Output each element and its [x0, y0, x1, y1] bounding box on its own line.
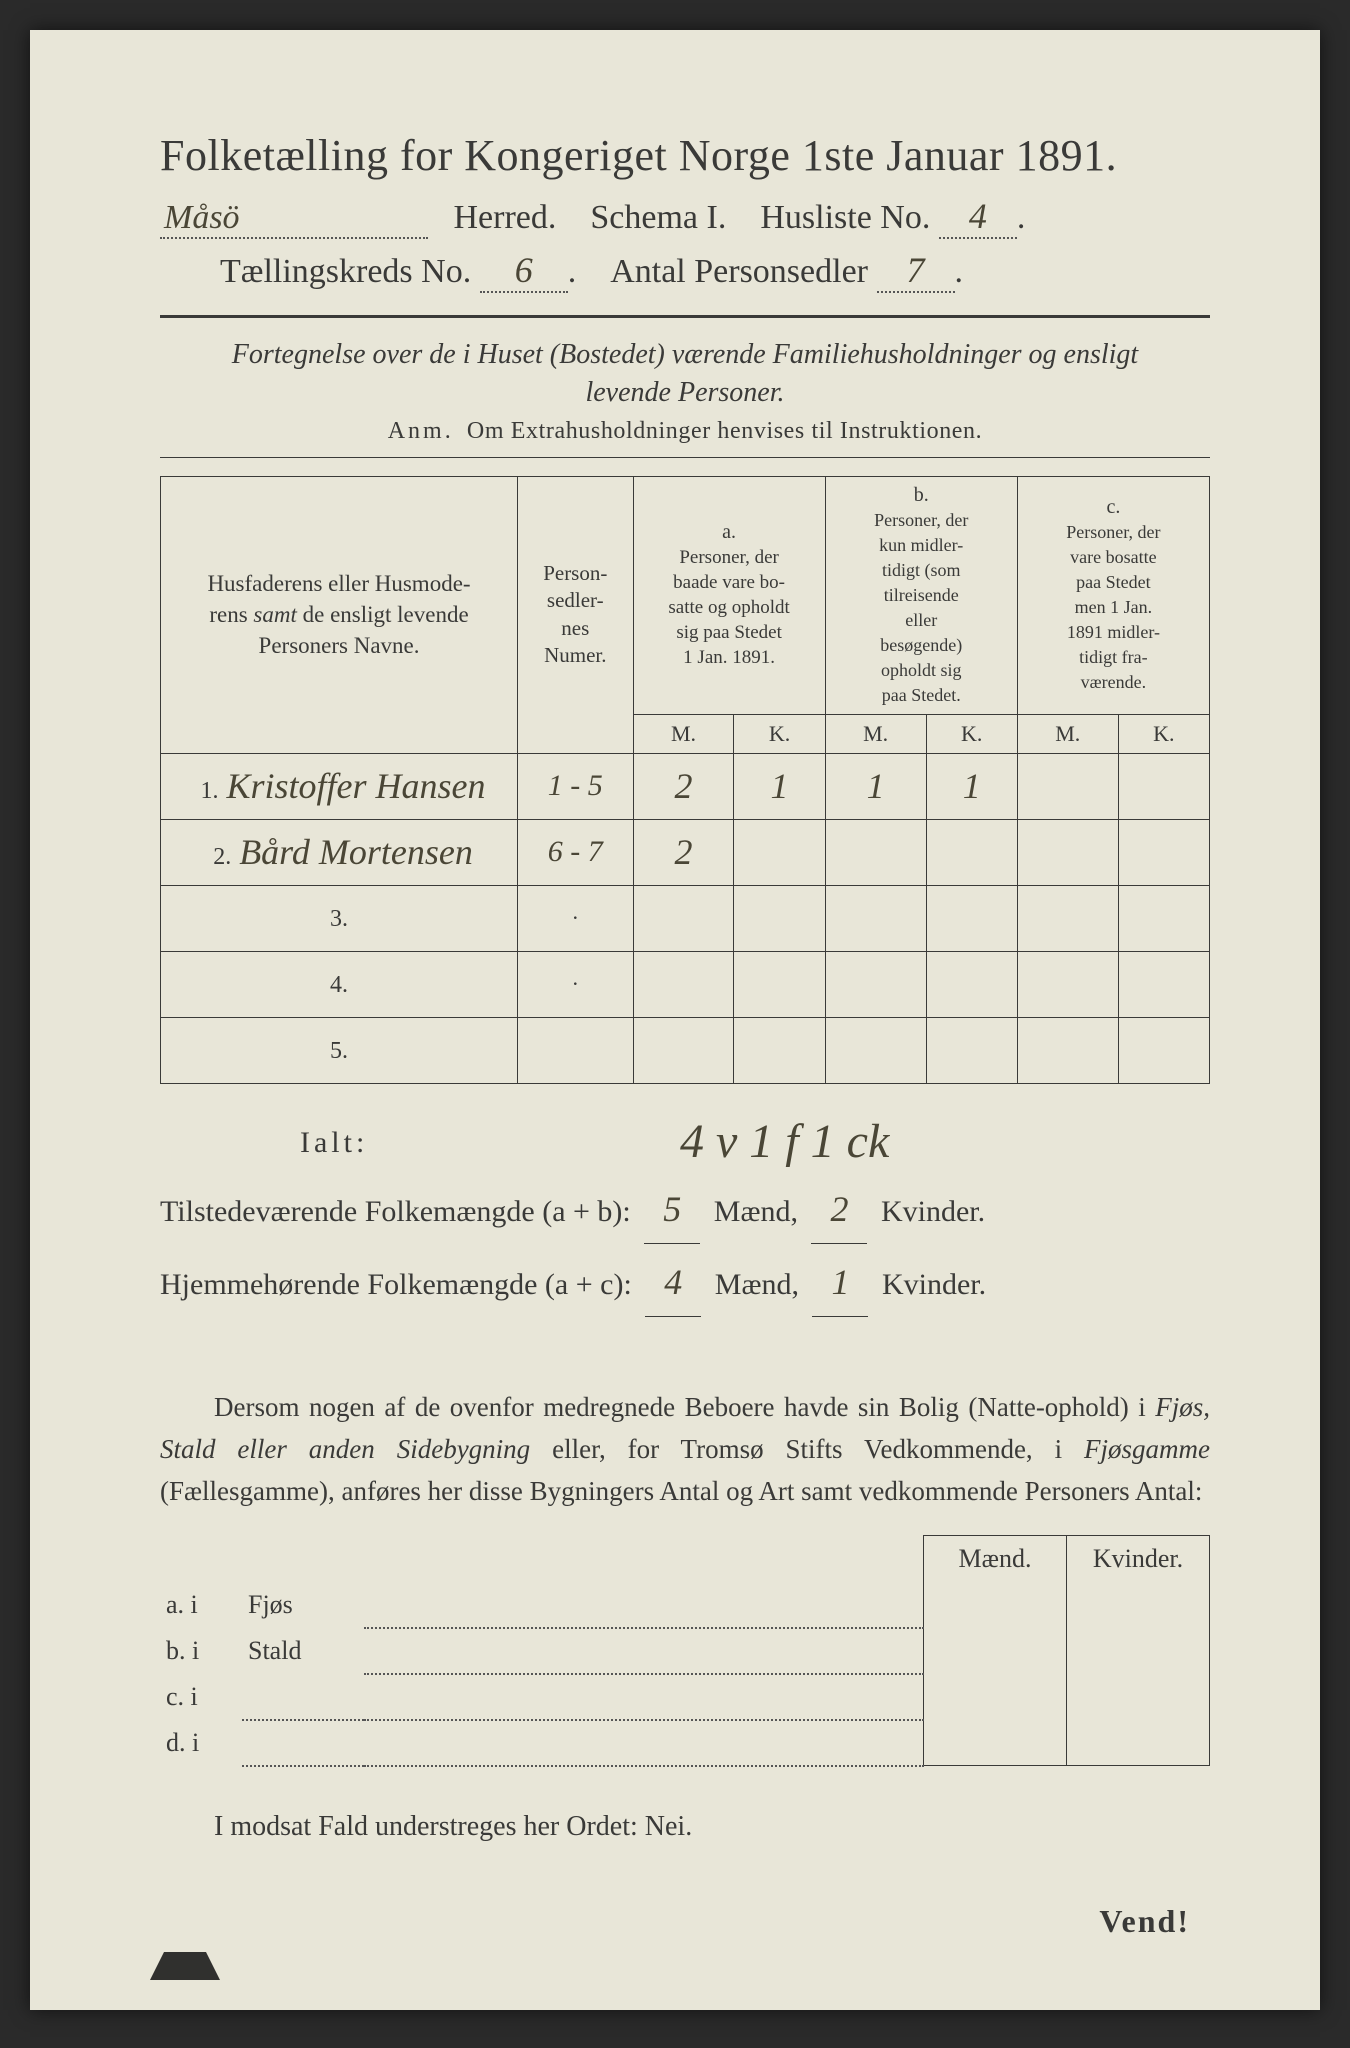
nei-line: I modsat Fald understreges her Ordet: Ne… — [160, 1811, 1210, 1843]
small-maend: Mænd. — [924, 1535, 1067, 1582]
c-k: K. — [1118, 714, 1209, 753]
annotation: Anm. Om Extrahusholdninger henvises til … — [160, 418, 1210, 445]
kreds-line: Tællingskreds No. 6. Antal Personsedler … — [220, 249, 1210, 293]
totals-block: Ialt: 4 v 1 f 1 ck Tilstedeværende Folke… — [160, 1114, 1210, 1318]
c-m: M. — [1017, 714, 1118, 753]
herred-name: Måsö — [160, 199, 428, 239]
kreds-label: Tællingskreds No. — [220, 253, 471, 290]
nei-word: Nei. — [645, 1811, 692, 1842]
resident-m: 4 — [645, 1248, 701, 1317]
anm-text: Om Extrahusholdninger henvises til Instr… — [467, 418, 982, 444]
page-title: Folketælling for Kongeriget Norge 1ste J… — [160, 130, 1210, 181]
desc-line2: levende Personer. — [585, 377, 784, 408]
col-num-header: Person-sedler-nesNumer. — [518, 476, 633, 753]
anm-label: Anm. — [388, 418, 454, 444]
personsedler-no: 7 — [877, 249, 955, 293]
table-row: 5. — [161, 1017, 1210, 1083]
table-row: 3. · — [161, 885, 1210, 951]
divider-thin — [160, 457, 1210, 458]
a-k: K. — [734, 714, 825, 753]
resident-k: 1 — [812, 1248, 868, 1317]
totals-scribble: 4 v 1 f 1 ck — [680, 1096, 889, 1187]
husliste-no: 4 — [939, 195, 1017, 239]
row2-name: Bård Mortensen — [239, 832, 473, 872]
outbuilding-paragraph: Dersom nogen af de ovenfor medregnede Be… — [160, 1387, 1210, 1513]
kreds-no: 6 — [480, 249, 568, 293]
vend-label: Vend! — [1099, 1903, 1190, 1940]
household-table: Husfaderens eller Husmode-rens samt de e… — [160, 476, 1210, 1084]
schema-label: Schema I. — [590, 199, 726, 236]
col-c-header: c. Personer, dervare bosattepaa Stedetme… — [1017, 476, 1209, 714]
herred-label: Herred. — [454, 199, 557, 236]
table-row: 1.Kristoffer Hansen 1 - 5 2 1 1 1 — [161, 753, 1210, 819]
personsedler-label: Antal Personsedler — [610, 253, 868, 290]
description: Fortegnelse over de i Huset (Bostedet) v… — [160, 336, 1210, 412]
divider — [160, 315, 1210, 318]
a-m: M. — [633, 714, 734, 753]
table-row: 4. · — [161, 951, 1210, 1017]
husliste-label: Husliste No. — [760, 199, 930, 236]
col-b-header: b. Personer, derkun midler-tidigt (somti… — [825, 476, 1017, 714]
col-name-header: Husfaderens eller Husmode-rens samt de e… — [161, 476, 518, 753]
table-row: 2.Bård Mortensen 6 - 7 2 — [161, 819, 1210, 885]
col-a-header: a. Personer, derbaade vare bo-satte og o… — [633, 476, 825, 714]
census-form-page: Folketælling for Kongeriget Norge 1ste J… — [30, 30, 1320, 2010]
b-k: K. — [926, 714, 1017, 753]
desc-line1: Fortegnelse over de i Huset (Bostedet) v… — [232, 339, 1138, 370]
b-m: M. — [825, 714, 926, 753]
page-notch — [150, 1952, 220, 1980]
herred-line: Måsö Herred. Schema I. Husliste No. 4. — [160, 195, 1210, 239]
row1-num: 1 - 5 — [518, 753, 633, 819]
row1-name: Kristoffer Hansen — [227, 766, 486, 806]
small-kvinder: Kvinder. — [1067, 1535, 1210, 1582]
totals-resident: Hjemmehørende Folkemængde (a + c): 4 Mæn… — [160, 1248, 1210, 1317]
outbuilding-table: Mænd. Kvinder. a. i Fjøs b. i Stald c. i… — [160, 1535, 1210, 1767]
